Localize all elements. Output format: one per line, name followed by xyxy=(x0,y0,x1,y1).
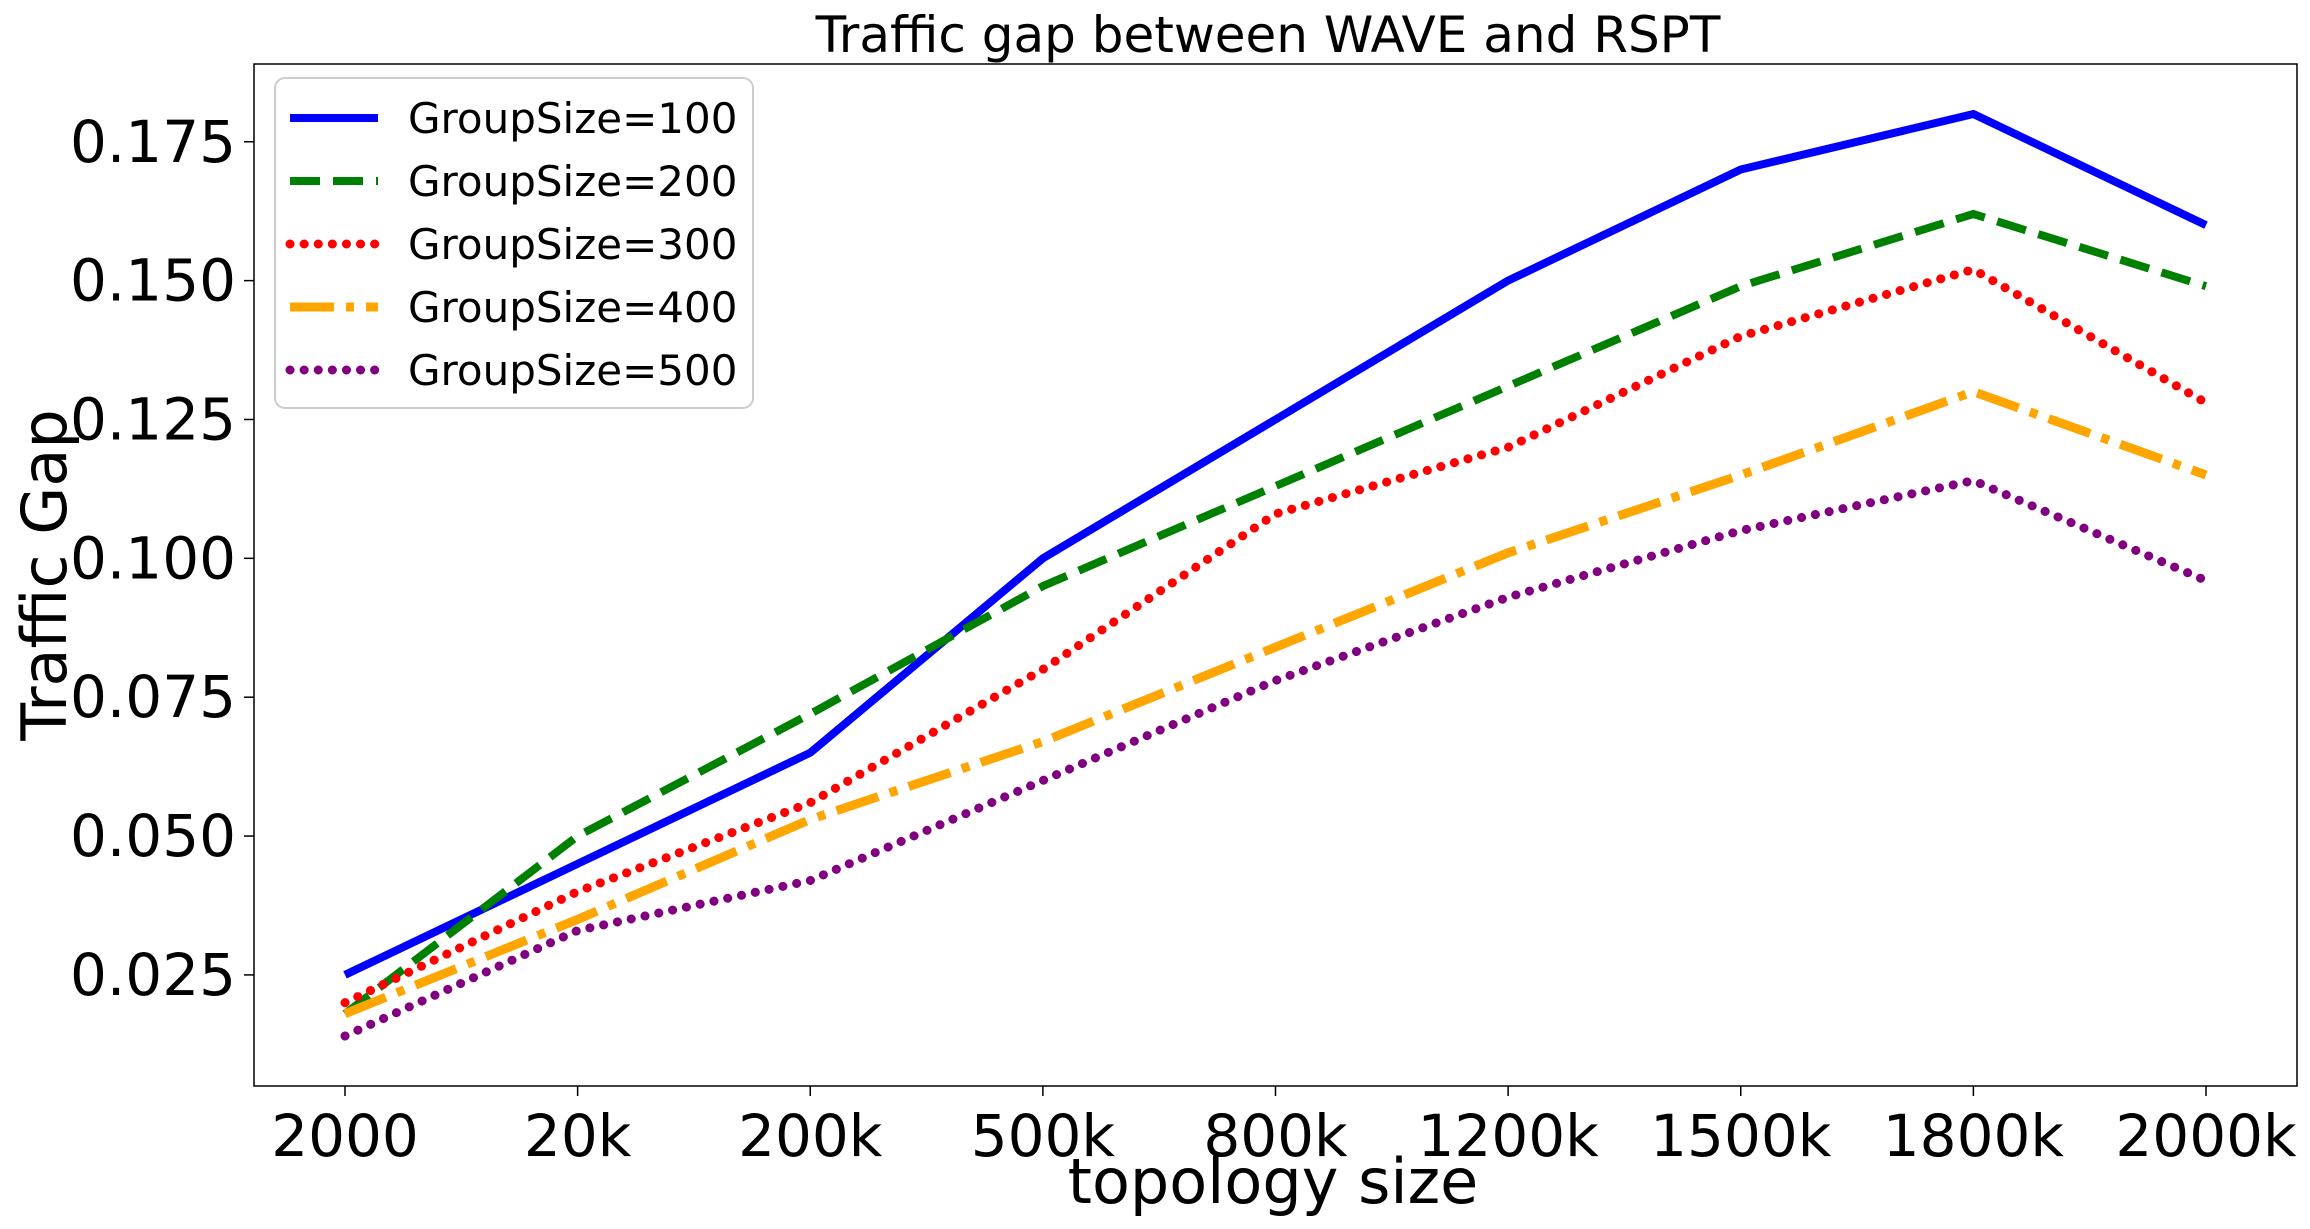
x-tick-label: 2000k xyxy=(2115,1102,2297,1170)
y-tick-label: 0.025 xyxy=(70,941,236,1009)
x-tick-label: 1200k xyxy=(1418,1102,1600,1170)
legend-label: GroupSize=100 xyxy=(408,94,737,143)
y-tick-label: 0.075 xyxy=(70,663,236,731)
series-line-3 xyxy=(340,265,2211,1008)
y-tick-label: 0.050 xyxy=(70,802,236,870)
x-tick-label: 500k xyxy=(971,1102,1116,1170)
y-tick-label: 0.125 xyxy=(70,385,236,453)
y-tick-label: 0.150 xyxy=(70,247,236,315)
y-axis-label: Traffic Gap xyxy=(8,409,81,741)
x-tick-label: 2000 xyxy=(271,1102,419,1170)
legend-label: GroupSize=300 xyxy=(408,220,737,269)
legend-label: GroupSize=200 xyxy=(408,157,737,206)
series-line-1 xyxy=(343,110,2208,979)
x-tick-label: 800k xyxy=(1203,1102,1348,1170)
x-tick-label: 200k xyxy=(738,1102,883,1170)
legend: GroupSize=100 GroupSize=200 GroupSize=300 G… xyxy=(274,77,754,409)
x-tick-label: 1500k xyxy=(1650,1102,1832,1170)
y-tick-label: 0.100 xyxy=(70,524,236,592)
series-layer xyxy=(340,110,2211,1041)
y-axis: 0.025 0.050 0.075 0.100 0.125 0.150 0.175 xyxy=(70,108,254,1009)
x-tick-label: 1800k xyxy=(1883,1102,2065,1170)
series-line-5 xyxy=(340,476,2211,1041)
x-axis: 2000 20k 200k 500k 800k 1200k 1500k 1800k 2000k xyxy=(271,1086,2297,1170)
series-line-2 xyxy=(342,210,2208,1017)
series-line-4 xyxy=(343,387,2208,1018)
chart-title: Traffic gap between WAVE and RSPT xyxy=(815,6,1721,64)
x-tick-label: 20k xyxy=(524,1102,632,1170)
y-tick-label: 0.175 xyxy=(70,108,236,176)
legend-label: GroupSize=500 xyxy=(408,346,737,395)
x-axis-label: topology size xyxy=(1068,1145,1479,1218)
legend-box xyxy=(274,77,754,409)
legend-label: GroupSize=400 xyxy=(408,283,737,332)
